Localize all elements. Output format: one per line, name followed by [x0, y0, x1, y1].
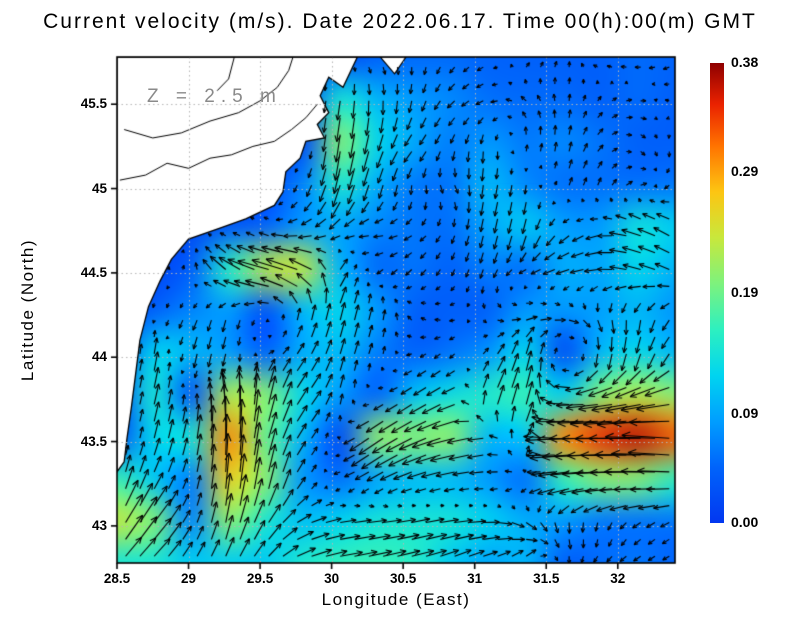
- y-tick-label: 44.5: [80, 264, 107, 280]
- depth-annotation: Z = 2.5 m: [147, 86, 282, 107]
- y-tick-label: 45.5: [80, 96, 107, 112]
- y-tick-label: 45: [91, 180, 107, 196]
- chart-title: Current velocity (m/s). Date 2022.06.17.…: [43, 10, 757, 33]
- x-axis-label: Longitude (East): [321, 590, 471, 609]
- colorbar-tick-label: 0.29: [731, 162, 759, 179]
- colorbar-tick-label: 0.19: [731, 284, 759, 300]
- x-tick-label: 30: [324, 571, 340, 586]
- y-tick-label: 43: [91, 517, 107, 533]
- colorbar-tick-label: 0.09: [731, 405, 759, 422]
- x-tick-label: 30.5: [390, 571, 417, 586]
- colorbar: [710, 63, 724, 523]
- x-tick-label: 29.5: [246, 571, 274, 586]
- x-tick-label: 28.5: [103, 571, 131, 586]
- x-tick-label: 29: [181, 571, 197, 586]
- x-tick-label: 32: [610, 571, 626, 586]
- colorbar-tick-label: 0.00: [731, 514, 759, 530]
- y-tick-label: 44: [91, 349, 107, 365]
- y-tick-label: 43.5: [80, 433, 107, 449]
- y-axis-label: Latitude (North): [18, 238, 37, 382]
- x-tick-label: 31: [467, 571, 483, 586]
- x-tick-label: 31.5: [533, 571, 560, 586]
- colorbar-tick-label: 0.38: [731, 54, 759, 70]
